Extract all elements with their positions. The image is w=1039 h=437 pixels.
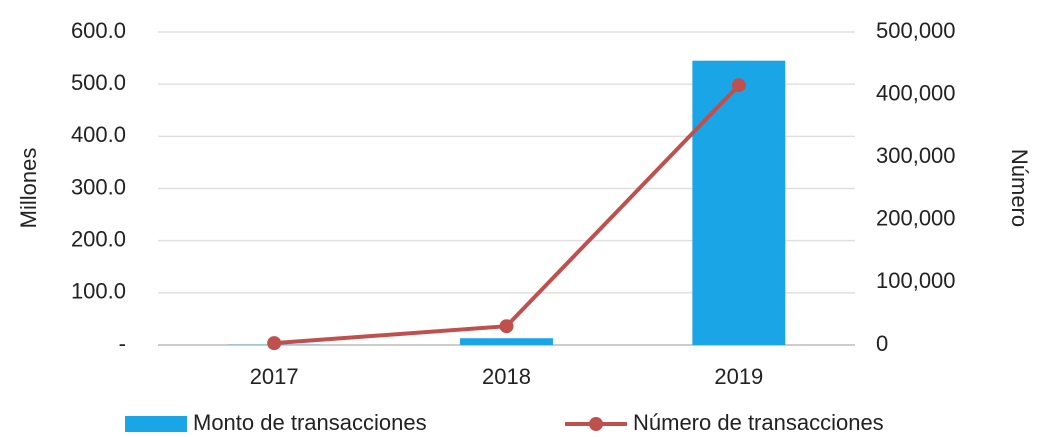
y2-axis-label: Número [1007,149,1032,227]
bar [460,338,553,345]
y2-tick-label: 500,000 [876,18,956,43]
line-point [267,336,282,351]
line [274,83,741,346]
y2-tick-label: 200,000 [876,206,956,231]
y-tick-label: 100.0 [71,279,126,304]
y-tick-label: 200.0 [71,226,126,251]
legend-label: Número de transacciones [633,410,884,435]
y-tick-label: 300.0 [71,174,126,199]
x-tick-label: 2018 [482,364,531,389]
y2-tick-label: 300,000 [876,143,956,168]
y-tick-label: 400.0 [71,122,126,147]
legend-label: Monto de transacciones [193,410,427,435]
legend-swatch [589,417,603,431]
y2-tick-label: 0 [876,331,888,356]
legend-swatch [125,416,187,432]
x-tick-label: 2019 [714,364,763,389]
x-tick-label: 2017 [250,364,299,389]
y2-tick-label: 100,000 [876,268,956,293]
y-axis-label: Millones [16,148,41,229]
line-point [731,78,746,93]
y-tick-label: 500.0 [71,70,126,95]
bar [692,60,786,346]
line-point [499,319,514,334]
y-tick-label: 600.0 [71,18,126,43]
y2-tick-label: 400,000 [876,80,956,105]
y-tick-label: - [119,331,126,356]
